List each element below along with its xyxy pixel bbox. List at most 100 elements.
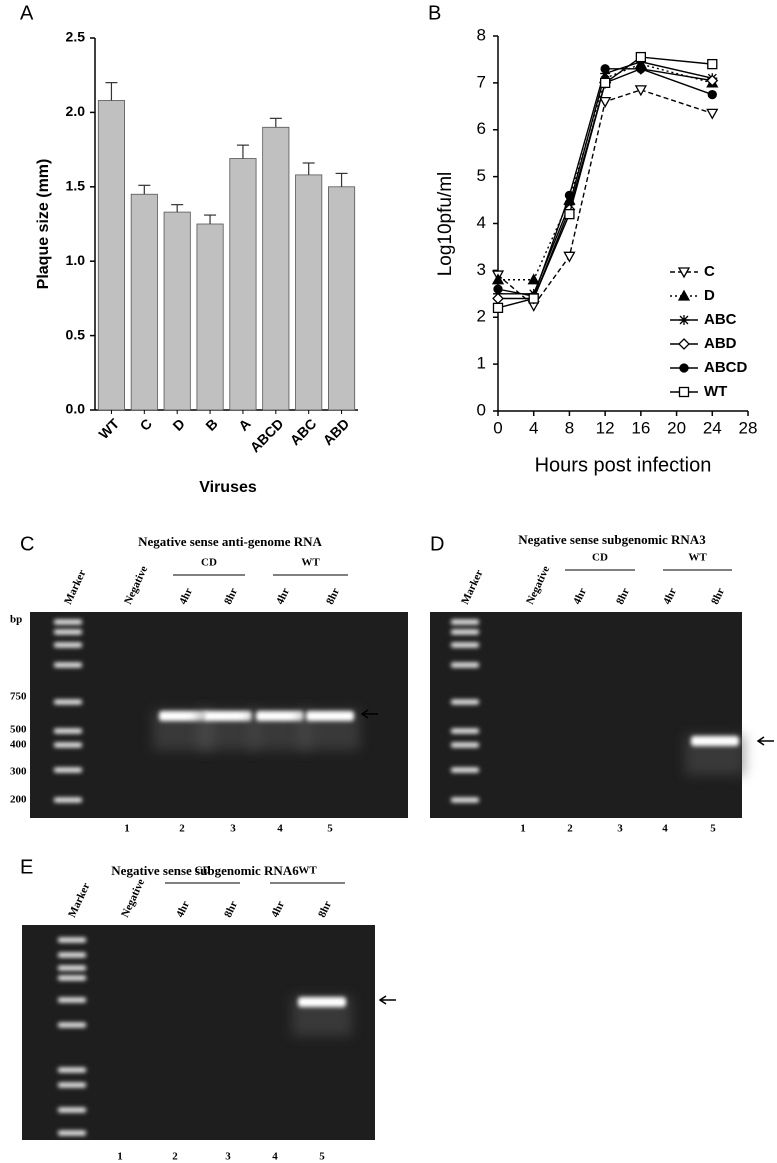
lane-number: 4: [277, 823, 283, 835]
band-arrow: [378, 995, 396, 1005]
y-tick-label: 6: [477, 119, 486, 138]
x-tick-label: 24: [703, 418, 722, 437]
x-tick-label: D: [169, 415, 187, 433]
size-label: 300: [10, 766, 27, 778]
panel-label: E: [20, 856, 33, 878]
lane-label: 4hr: [174, 899, 192, 919]
marker-band: [58, 1082, 86, 1088]
marker-band: [58, 965, 86, 971]
marker: [599, 77, 611, 89]
group-label: WT: [688, 552, 707, 564]
marker-band: [58, 975, 86, 981]
marker: [527, 273, 540, 285]
marker: [635, 51, 647, 63]
marker: [707, 89, 717, 100]
lane-label: Negative: [122, 564, 150, 606]
group-label: WT: [298, 865, 317, 877]
group-label: WT: [301, 557, 320, 569]
marker-band: [54, 797, 82, 803]
lane-label: 4hr: [571, 586, 589, 606]
sample-band: [159, 711, 207, 721]
lane-number: 2: [179, 823, 185, 835]
lane-label: 8hr: [222, 899, 240, 919]
marker-band: [54, 629, 82, 635]
lane-number: 4: [662, 823, 668, 835]
marker-band: [58, 997, 86, 1003]
size-unit: bp: [10, 614, 22, 626]
lane-number: 1: [124, 823, 130, 835]
x-tick-label: A: [235, 415, 253, 433]
group-label: CD: [592, 552, 608, 564]
x-tick-label: ABD: [320, 415, 353, 448]
y-tick-label: 0: [477, 400, 486, 419]
bar: [262, 126, 290, 411]
legend-label: ABD: [704, 335, 737, 352]
error-bar: [335, 172, 348, 187]
lane-number: 5: [710, 823, 716, 835]
y-axis-label: Plaque size (mm): [35, 159, 52, 290]
size-label: 200: [10, 794, 27, 806]
y-tick-label: 2.0: [66, 103, 86, 119]
marker-band: [451, 662, 479, 668]
x-axis-label: Viruses: [199, 479, 257, 496]
error-bar: [236, 144, 249, 159]
band-arrow: [360, 709, 378, 719]
legend-label: WT: [704, 383, 727, 400]
legend-label: ABCD: [704, 359, 747, 376]
x-tick-label: 0: [493, 418, 502, 437]
series-line: [498, 61, 713, 295]
lane-label: Negative: [524, 564, 552, 606]
panel-label: D: [430, 533, 444, 555]
marker-band: [58, 937, 86, 943]
bar: [97, 100, 125, 411]
size-label: 400: [10, 739, 27, 751]
band-arrow: [756, 736, 774, 746]
marker-band: [58, 1130, 86, 1136]
marker-band: [54, 662, 82, 668]
lane-number: 3: [617, 823, 623, 835]
bar: [130, 193, 158, 411]
marker: [599, 96, 612, 108]
x-tick-label: 20: [667, 418, 686, 437]
marker: [600, 64, 610, 74]
group-label: CD: [201, 557, 217, 569]
lane-label: 8hr: [324, 586, 342, 606]
lane-label: 4hr: [269, 899, 287, 919]
lane-label: 4hr: [274, 586, 292, 606]
y-tick-label: 1.5: [66, 178, 86, 194]
marker-band: [54, 699, 82, 705]
lane-number: 3: [225, 1151, 231, 1163]
sample-band: [691, 736, 739, 746]
lane-number: 5: [327, 823, 333, 835]
marker: [564, 208, 575, 220]
marker: [706, 74, 719, 87]
x-tick-label: 16: [631, 418, 650, 437]
error-bar: [269, 117, 282, 128]
legend-label: ABC: [704, 311, 737, 328]
y-tick-label: 3: [477, 260, 486, 279]
lane-number: 1: [520, 823, 526, 835]
marker-band: [54, 728, 82, 734]
lane-label: 8hr: [614, 586, 632, 606]
marker: [564, 190, 575, 201]
x-tick-label: B: [202, 415, 220, 433]
bar: [328, 186, 356, 411]
lane-label: Marker: [62, 568, 88, 606]
lane-label: 4hr: [177, 586, 195, 606]
y-tick-label: 7: [477, 72, 486, 91]
marker: [678, 386, 690, 398]
error-bar: [204, 214, 217, 224]
lane-number: 3: [230, 823, 236, 835]
y-tick-label: 5: [477, 166, 486, 185]
marker-band: [58, 1067, 86, 1073]
x-tick-label: 12: [596, 418, 615, 437]
gel-image: [430, 612, 742, 818]
marker: [492, 302, 504, 314]
lane-label: 4hr: [661, 586, 679, 606]
marker-band: [54, 642, 82, 648]
y-axis-label: Log10pfu/ml: [435, 172, 456, 277]
marker: [600, 68, 611, 79]
marker: [636, 64, 646, 74]
sample-band: [298, 997, 346, 1007]
